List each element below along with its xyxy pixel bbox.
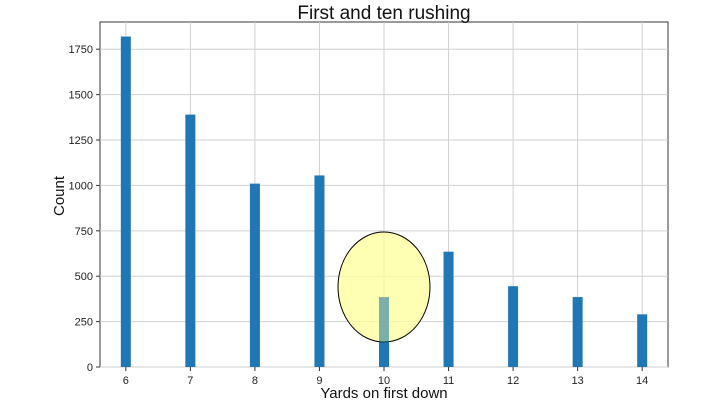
bar-7	[185, 114, 196, 368]
y-tick-label-1250: 1250	[69, 135, 93, 147]
x-tick-label-9: 9	[316, 375, 322, 387]
y-tick-label-1750: 1750	[69, 44, 93, 56]
x-tick-label-8: 8	[252, 375, 258, 387]
bar-9	[314, 175, 325, 367]
bar-12	[508, 286, 519, 367]
x-tick-label-14: 14	[636, 375, 648, 387]
x-tick-label-6: 6	[123, 375, 129, 387]
y-tick-label-250: 250	[75, 317, 93, 329]
x-tick-label-10: 10	[378, 375, 390, 387]
x-tick-label-13: 13	[572, 375, 584, 387]
x-ticks: 6 7 8 9 10 11 12 13 14	[123, 367, 648, 387]
bar-8	[249, 183, 260, 367]
highlight-group	[337, 231, 431, 367]
highlight-ellipse	[337, 231, 431, 343]
y-axis-label: Count	[51, 175, 68, 216]
y-ticks: 0 250 500 750 1000 1250 1500 1750	[69, 44, 100, 374]
y-tick-label-750: 750	[75, 226, 93, 238]
y-tick-label-1000: 1000	[69, 180, 93, 192]
chart-title: First and ten rushing	[297, 3, 470, 24]
bar-6	[120, 36, 131, 368]
y-tick-label-0: 0	[87, 362, 93, 374]
y-tick-label-500: 500	[75, 271, 93, 283]
x-axis-label: Yards on first down	[320, 385, 447, 402]
bar-10-highlighted	[379, 297, 389, 367]
x-tick-label-12: 12	[507, 375, 519, 387]
x-tick-label-7: 7	[187, 375, 193, 387]
y-tick-label-1500: 1500	[69, 90, 93, 102]
bar-11	[443, 251, 454, 367]
bar-14	[637, 314, 648, 367]
x-tick-label-11: 11	[443, 375, 454, 387]
bar-13	[572, 297, 583, 367]
